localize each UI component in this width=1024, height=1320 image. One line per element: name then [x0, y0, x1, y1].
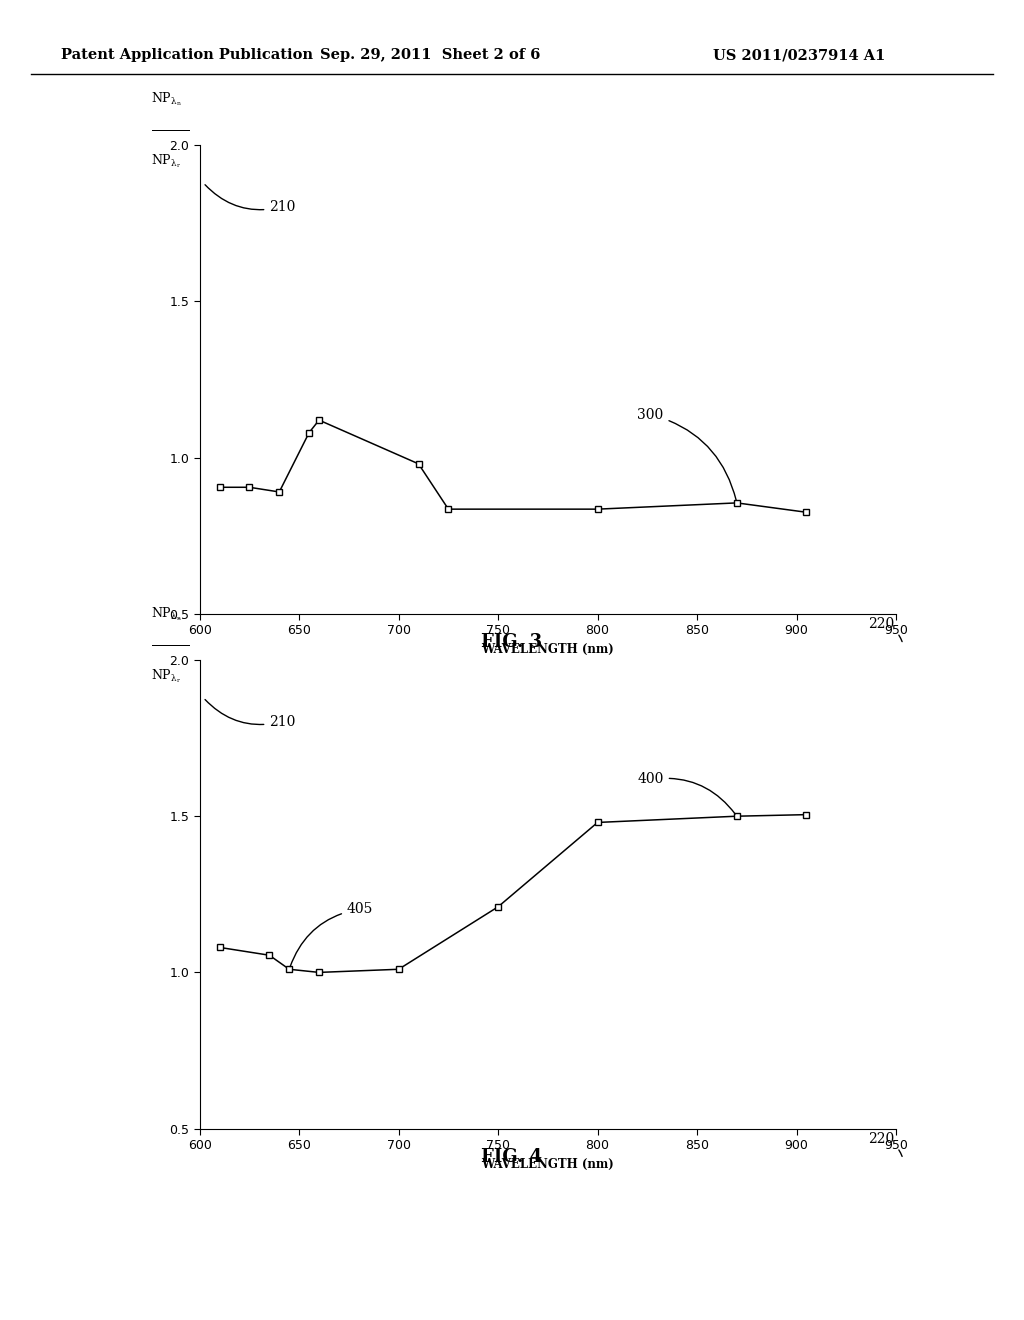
Text: $\mathregular{NP_{\lambda_r}}$: $\mathregular{NP_{\lambda_r}}$ [151, 667, 181, 685]
Text: $\overline{\quad\quad\quad}$: $\overline{\quad\quad\quad}$ [151, 123, 189, 135]
Text: 300: 300 [637, 408, 736, 500]
X-axis label: WAVELENGTH (nm): WAVELENGTH (nm) [481, 1158, 614, 1171]
Text: $\mathregular{NP_{\lambda_n}}$: $\mathregular{NP_{\lambda_n}}$ [151, 605, 182, 623]
Text: Sep. 29, 2011  Sheet 2 of 6: Sep. 29, 2011 Sheet 2 of 6 [319, 49, 541, 62]
Text: US 2011/0237914 A1: US 2011/0237914 A1 [713, 49, 885, 62]
Text: $\mathregular{NP_{\lambda_r}}$: $\mathregular{NP_{\lambda_r}}$ [151, 152, 181, 170]
Text: 210: 210 [205, 700, 296, 729]
Text: FIG. 4: FIG. 4 [481, 1147, 543, 1166]
Text: 220: 220 [868, 1131, 902, 1156]
X-axis label: WAVELENGTH (nm): WAVELENGTH (nm) [481, 643, 614, 656]
Text: Patent Application Publication: Patent Application Publication [61, 49, 313, 62]
Text: 220: 220 [868, 616, 902, 642]
Text: 400: 400 [637, 772, 735, 814]
Text: $\mathregular{NP_{\lambda_n}}$: $\mathregular{NP_{\lambda_n}}$ [151, 90, 182, 108]
Text: 210: 210 [205, 185, 296, 214]
Text: $\overline{\quad\quad\quad}$: $\overline{\quad\quad\quad}$ [151, 638, 189, 649]
Text: FIG. 3: FIG. 3 [481, 632, 543, 651]
Text: 405: 405 [290, 902, 374, 966]
